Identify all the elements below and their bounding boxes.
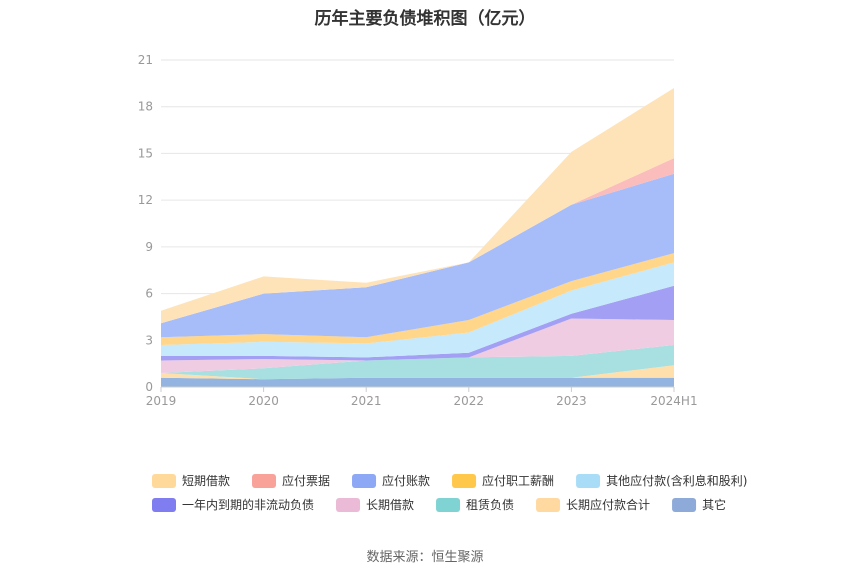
x-tick-label: 2020 bbox=[248, 394, 279, 408]
area-series-0[interactable] bbox=[161, 377, 674, 387]
legend-label: 长期应付款合计 bbox=[566, 497, 650, 512]
legend-label: 租赁负债 bbox=[466, 498, 514, 512]
legend-label: 其他应付款(含利息和股利) bbox=[606, 473, 747, 488]
legend-swatch bbox=[452, 474, 477, 488]
x-tick-label: 2019 bbox=[146, 394, 177, 408]
legend-swatch bbox=[352, 474, 377, 488]
legend-item[interactable]: 应付职工薪酬 bbox=[452, 473, 554, 488]
legend-item[interactable]: 应付票据 bbox=[252, 473, 330, 488]
legend-label: 长期借款 bbox=[366, 498, 414, 512]
y-tick-label: 3 bbox=[145, 333, 153, 347]
y-tick-label: 15 bbox=[138, 146, 153, 160]
x-tick-label: 2024H1 bbox=[650, 394, 697, 408]
legend-swatch bbox=[436, 498, 461, 512]
y-tick-label: 12 bbox=[138, 193, 153, 207]
legend-label: 一年内到期的非流动负债 bbox=[182, 497, 314, 512]
legend-item[interactable]: 长期借款 bbox=[336, 498, 414, 512]
legend-swatch bbox=[152, 474, 176, 488]
legend-swatch bbox=[576, 474, 601, 488]
y-tick-label: 21 bbox=[138, 53, 153, 67]
y-tick-label: 9 bbox=[145, 240, 153, 254]
legend-item[interactable]: 一年内到期的非流动负债 bbox=[152, 497, 314, 512]
area-layer bbox=[161, 88, 674, 387]
legend-item[interactable]: 长期应付款合计 bbox=[536, 497, 650, 512]
x-tick-label: 2021 bbox=[351, 394, 382, 408]
legend-swatch bbox=[336, 498, 361, 512]
x-tick-label: 2023 bbox=[556, 394, 587, 408]
y-tick-label: 0 bbox=[145, 380, 153, 394]
legend-label: 短期借款 bbox=[182, 474, 230, 488]
area-series-3[interactable] bbox=[161, 318, 674, 374]
x-tick-label: 2022 bbox=[454, 394, 485, 408]
legend-label: 应付票据 bbox=[282, 473, 330, 488]
legend-swatch bbox=[152, 498, 176, 512]
legend-swatch bbox=[536, 498, 561, 512]
legend-swatch bbox=[672, 498, 697, 512]
legend-item[interactable]: 应付账款 bbox=[352, 473, 430, 488]
source-note: 数据来源：恒生聚源 bbox=[366, 550, 484, 565]
legend-label: 应付职工薪酬 bbox=[482, 473, 554, 488]
legend-label: 其它 bbox=[702, 497, 726, 512]
chart-title: 历年主要负债堆积图（亿元） bbox=[314, 9, 536, 29]
legend-item[interactable]: 租赁负债 bbox=[436, 498, 514, 512]
area-series-6[interactable] bbox=[161, 253, 674, 345]
y-tick-label: 6 bbox=[145, 287, 153, 301]
y-tick-label: 18 bbox=[138, 100, 153, 114]
legend-item[interactable]: 其它 bbox=[672, 497, 726, 512]
legend-item[interactable]: 短期借款 bbox=[152, 474, 230, 488]
area-series-5[interactable] bbox=[161, 262, 674, 358]
legend-item[interactable]: 其他应付款(含利息和股利) bbox=[576, 473, 747, 488]
legend-swatch bbox=[252, 474, 277, 488]
area-series-2[interactable] bbox=[161, 345, 674, 380]
area-series-9[interactable] bbox=[161, 88, 674, 324]
area-series-1[interactable] bbox=[161, 365, 674, 380]
axis-layer: 0 3 6 9 12 15 18 21 2019 2020 2021 2022 2023 2024H1 bbox=[138, 53, 698, 408]
legend-label: 应付账款 bbox=[382, 473, 430, 488]
area-series-7[interactable] bbox=[161, 173, 674, 338]
legend: 短期借款 应付票据 应付账款 应付职工薪酬 其他应付款(含利息和股利) 一年内到期的非流动… bbox=[152, 473, 747, 512]
